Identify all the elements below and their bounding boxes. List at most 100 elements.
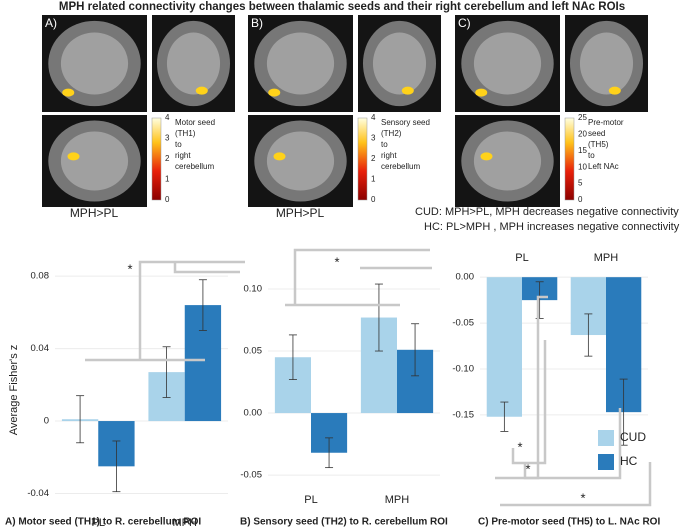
colorbar-tick: 3 (371, 134, 376, 143)
colorbar-label: right (175, 151, 191, 160)
colorbar-tick: 5 (578, 179, 583, 188)
colorbar (151, 117, 162, 201)
chart-caption: B) Sensory seed (TH2) to R. cerebellum R… (240, 517, 448, 528)
significance-star: * (525, 461, 530, 476)
colorbar-label: Pre-motor (588, 118, 624, 127)
y-tick-label: 0.10 (244, 284, 263, 295)
colorbar-label: to (175, 140, 182, 149)
brain-image (473, 32, 542, 95)
colorbar-label: (TH1) (175, 129, 196, 138)
brain-image (166, 32, 221, 95)
chart-caption: A) Motor seed (TH1) to R. cerebellum ROI (5, 517, 201, 528)
legend-label: CUD (620, 430, 646, 444)
y-tick-label: -0.04 (27, 488, 49, 499)
legend-swatch (598, 454, 614, 470)
significance-star: * (334, 254, 339, 269)
y-tick-label: -0.15 (452, 409, 474, 420)
significance-bracket (523, 408, 622, 480)
colorbar-label: cerebellum (381, 162, 420, 171)
activation (268, 88, 281, 97)
colorbar-label: right (381, 151, 397, 160)
activation (62, 88, 75, 97)
colorbar-label: to (381, 140, 388, 149)
brain-image (372, 32, 427, 95)
brain-image (266, 131, 335, 191)
colorbar-tick: 0 (165, 195, 170, 204)
activation (480, 152, 493, 161)
note: HC: PL>MPH , MPH increases negative conn… (424, 221, 680, 233)
chart-caption: C) Pre-motor seed (TH5) to L. NAc ROI (478, 517, 660, 528)
significance-bracket (138, 260, 245, 360)
significance-star: * (127, 261, 132, 276)
activation (608, 86, 621, 95)
y-tick-label: 0 (44, 416, 49, 427)
x-tick-label: PL (515, 252, 528, 264)
figure-title: MPH related connectivity changes between… (59, 1, 625, 13)
colorbar-tick: 2 (165, 154, 170, 163)
x-tick-label: PL (304, 494, 317, 506)
brain-image (60, 32, 129, 95)
legend-label: HC (620, 454, 638, 468)
note: CUD: MPH>PL, MPH decreases negative conn… (415, 206, 679, 218)
colorbar-tick: 1 (165, 175, 170, 184)
y-tick-label: 0.00 (456, 272, 475, 283)
significance-bracket (640, 462, 652, 507)
colorbar-label: Sensory seed (381, 118, 430, 127)
x-tick-label: PL (92, 517, 105, 529)
colorbar-label: Motor seed (175, 118, 215, 127)
y-axis-label: Average Fisher's z (8, 345, 20, 436)
panel-letter: A) (45, 16, 57, 30)
activation (195, 86, 208, 95)
brain-image (579, 32, 634, 95)
activation (401, 86, 414, 95)
colorbar-tick: 10 (578, 162, 587, 171)
x-tick-label: MPH (594, 252, 619, 264)
significance-bracket (173, 262, 240, 274)
brain-image (473, 131, 542, 191)
y-tick-label: -0.05 (452, 318, 474, 329)
significance-bracket (495, 295, 548, 480)
contrast-label: MPH>PL (276, 206, 325, 220)
colorbar-tick: 2 (371, 154, 376, 163)
colorbar-label: (TH5) (588, 140, 609, 149)
brain-image (60, 131, 129, 191)
x-tick-label: MPH (173, 517, 198, 529)
y-tick-label: 0.04 (31, 343, 50, 354)
colorbar-tick: 4 (165, 113, 170, 122)
significance-bracket (511, 340, 547, 465)
y-tick-label: -0.05 (240, 470, 262, 481)
colorbar-tick: 4 (371, 113, 376, 122)
colorbar-tick: 3 (165, 134, 170, 143)
bar (486, 277, 522, 417)
significance-star: * (580, 490, 585, 505)
panel-letter: C) (458, 16, 471, 30)
colorbar-label: (TH2) (381, 129, 402, 138)
colorbar (564, 117, 575, 201)
colorbar-label: to (588, 151, 595, 160)
colorbar-label: seed (588, 129, 605, 138)
colorbar-label: cerebellum (175, 162, 214, 171)
significance-star: * (517, 439, 522, 454)
y-tick-label: 0.00 (244, 408, 263, 419)
colorbar (357, 117, 368, 201)
x-tick-label: MPH (385, 494, 410, 506)
colorbar-tick: 0 (371, 195, 376, 204)
colorbar-tick: 25 (578, 113, 587, 122)
significance-bracket (293, 248, 430, 305)
legend-swatch (598, 430, 614, 446)
panel-letter: B) (251, 16, 263, 30)
colorbar-tick: 20 (578, 130, 587, 139)
colorbar-tick: 0 (578, 195, 583, 204)
colorbar-tick: 1 (371, 175, 376, 184)
activation (475, 88, 488, 97)
y-tick-label: -0.10 (452, 364, 474, 375)
colorbar-tick: 15 (578, 146, 587, 155)
activation (273, 152, 286, 161)
colorbar-label: Left NAc (588, 162, 619, 171)
brain-image (266, 32, 335, 95)
activation (67, 152, 80, 161)
y-tick-label: 0.08 (31, 271, 50, 282)
y-tick-label: 0.05 (244, 346, 263, 357)
contrast-label: MPH>PL (70, 206, 119, 220)
